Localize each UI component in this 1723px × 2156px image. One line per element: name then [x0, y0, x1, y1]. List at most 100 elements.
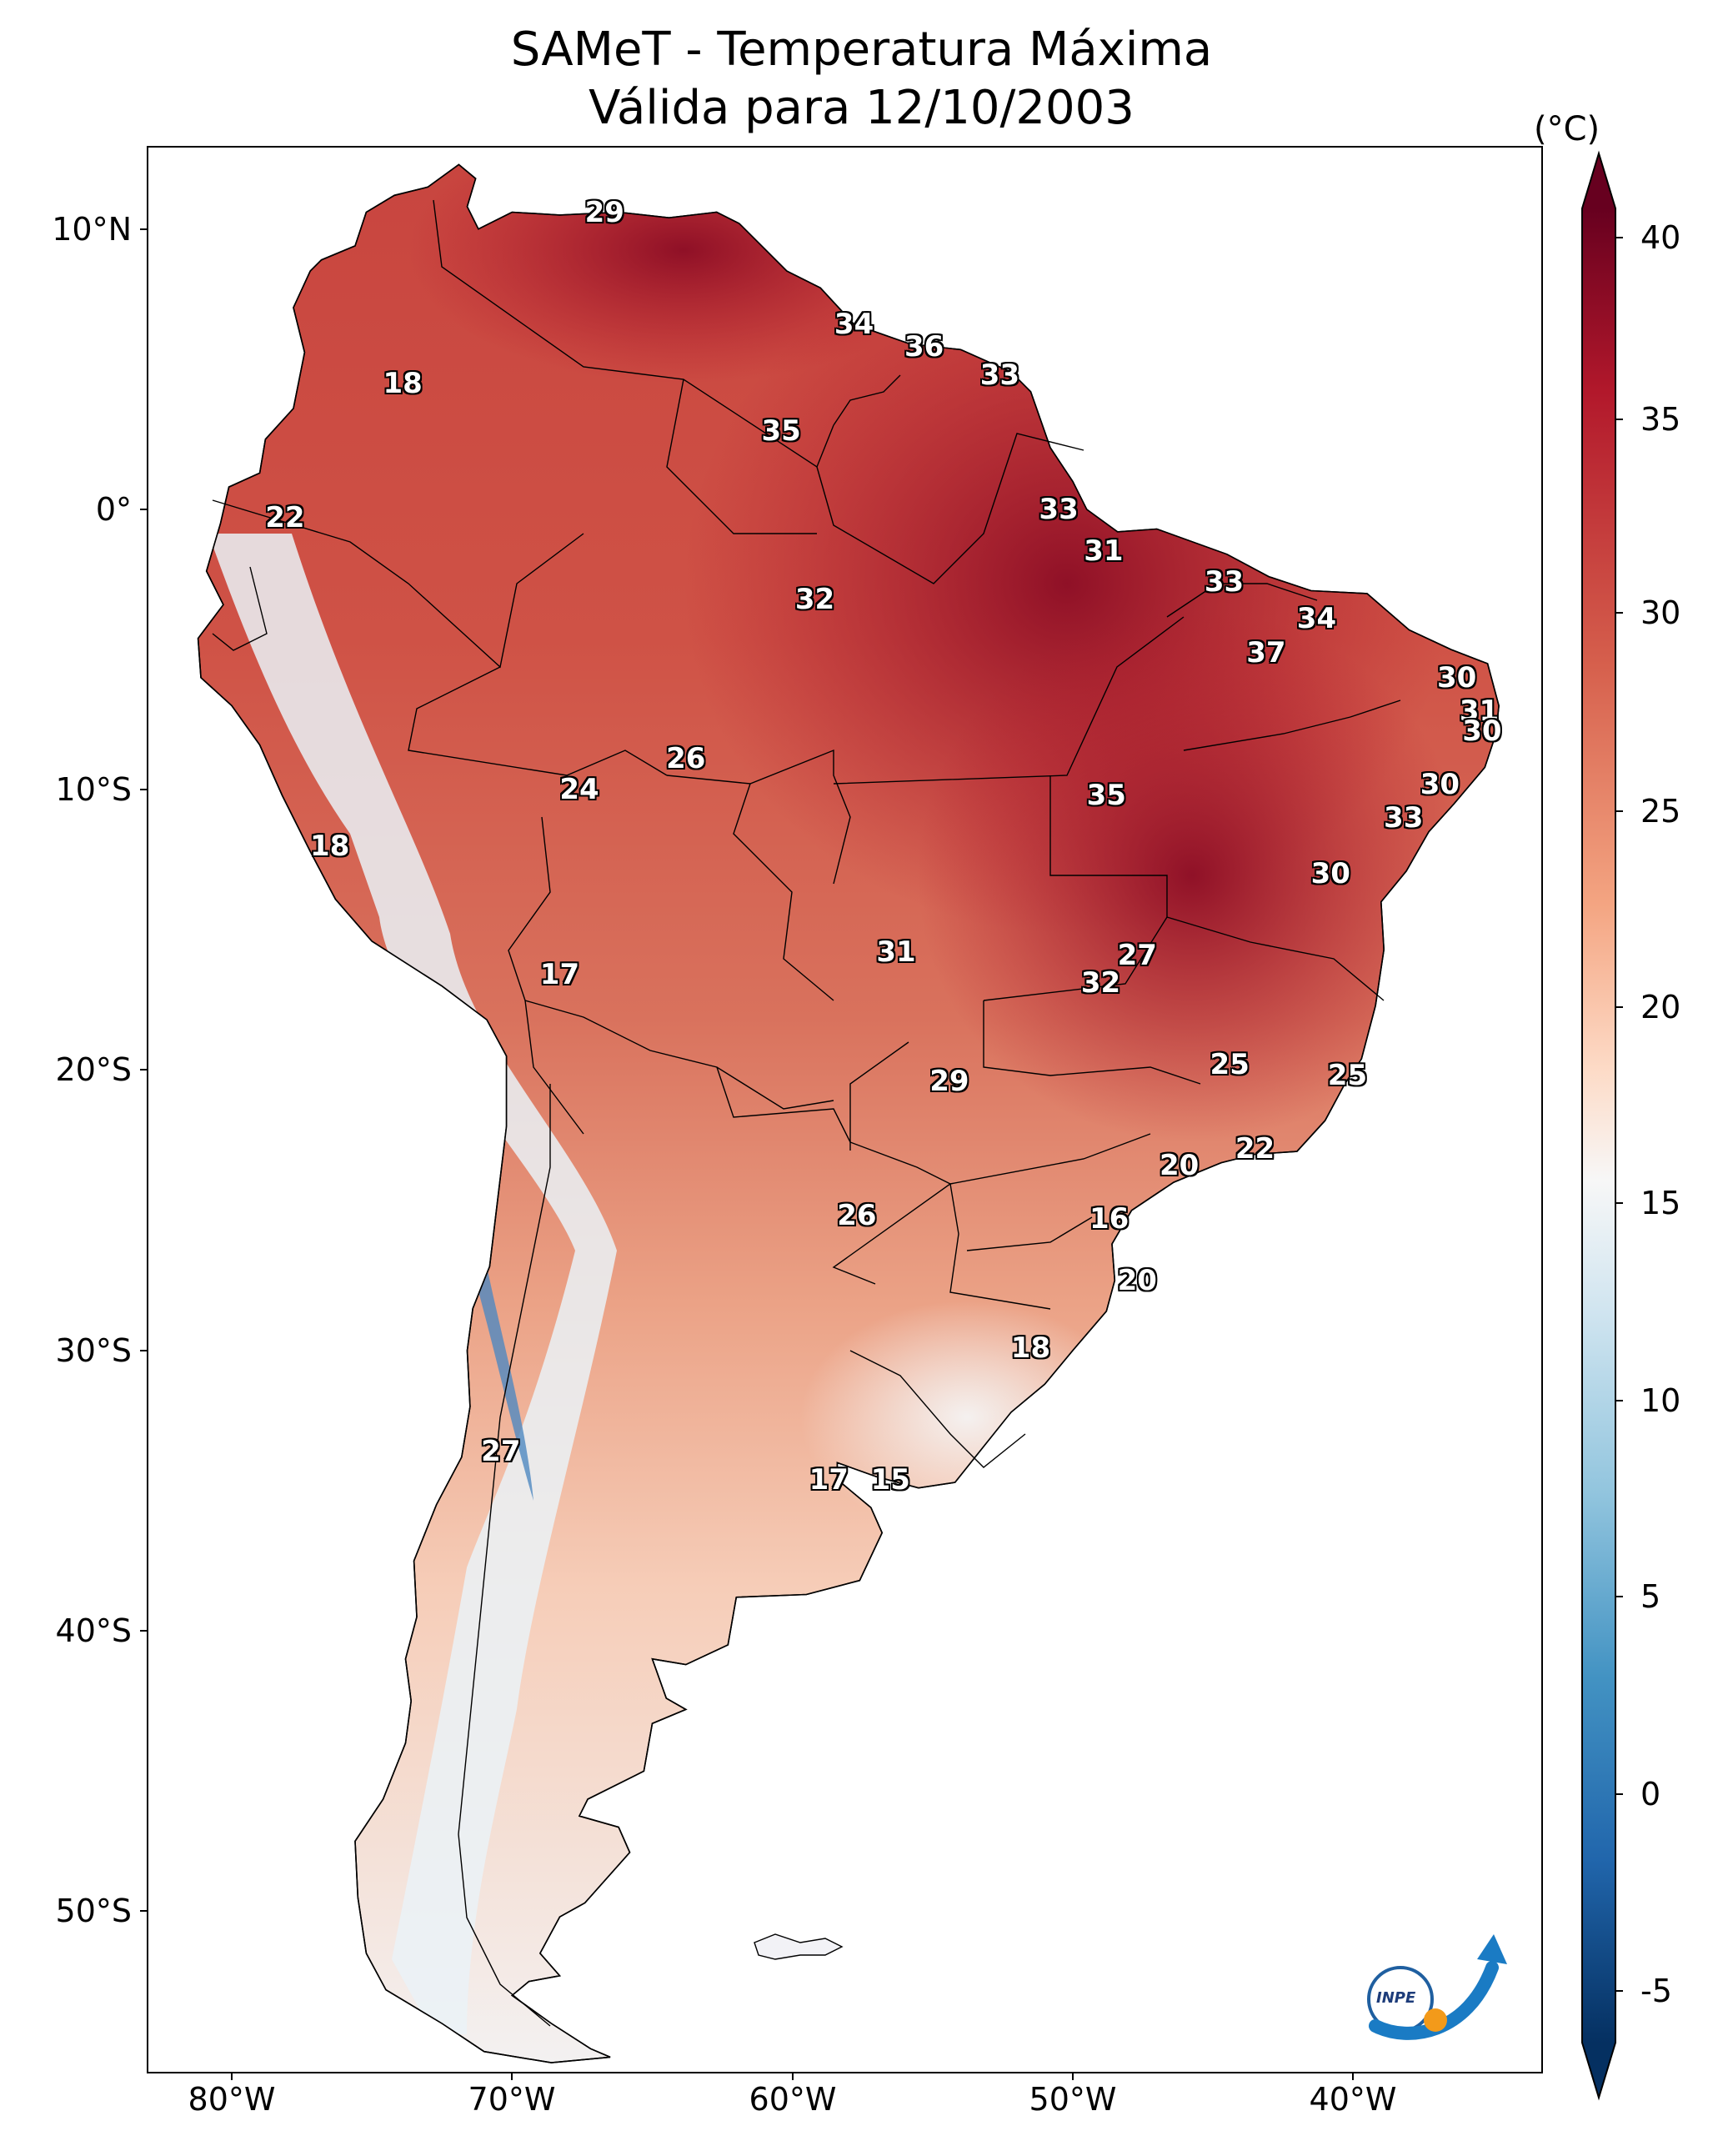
temperature-label: 22 [1235, 1131, 1275, 1166]
colorbar-tick-label: 5 [1640, 1578, 1661, 1615]
border-brazil-north [816, 433, 1084, 584]
lon-tick-label: 60°W [749, 2081, 837, 2118]
temperature-label: 24 [559, 773, 599, 807]
temperature-label: 27 [481, 1434, 521, 1468]
map-title: SAMeT - Temperatura Máxima [510, 23, 1213, 77]
temperature-label: 26 [666, 742, 706, 776]
lon-tick-label: 80°W [188, 2081, 276, 2118]
border-brazil-states-8 [966, 1216, 1093, 1251]
temperature-label: 26 [837, 1199, 877, 1233]
temperature-label: 17 [809, 1462, 849, 1497]
colorbar-tick-label: 0 [1640, 1776, 1661, 1813]
lat-tick-label: 40°S [55, 1612, 132, 1649]
border-suriname [833, 374, 901, 426]
temperature-label: 25 [1210, 1047, 1250, 1081]
border-paraguay [716, 1066, 952, 1285]
lat-tick-label: 20°S [55, 1051, 132, 1088]
temperature-label: 33 [1384, 800, 1424, 835]
hot-region-east [917, 609, 1467, 1142]
colorbar-tick-label: 25 [1640, 793, 1681, 830]
temperature-label: 27 [1117, 938, 1157, 972]
colorbar-outline [1581, 150, 1616, 2101]
temperature-label: 29 [929, 1065, 969, 1099]
temperature-label: 35 [761, 414, 801, 448]
lat-tick-label: 10°N [52, 211, 132, 248]
temperature-label: 30 [1462, 714, 1502, 748]
lon-tick-label: 70°W [468, 2081, 556, 2118]
colorbar-tick-label: 20 [1640, 989, 1681, 1025]
andes-cold-core [467, 1251, 533, 1501]
border-brazil-states-2 [983, 775, 1168, 1001]
temperature-label: 37 [1246, 635, 1286, 669]
temperature-label: 18 [1010, 1331, 1051, 1365]
colorbar-tick-label: 15 [1640, 1185, 1681, 1221]
border-bolivia-brazil [666, 749, 851, 885]
border-ecuador [212, 566, 268, 651]
colorbar-tick-label: 30 [1640, 594, 1681, 631]
temperature-label: 30 [1310, 857, 1350, 891]
border-guyana [666, 379, 817, 534]
lon-tick-label: 40°W [1309, 2081, 1397, 2118]
map-subtitle: Válida para 12/10/2003 [589, 81, 1134, 135]
lat-tick-label: 0° [95, 491, 132, 528]
temperature-label: 16 [1089, 1201, 1129, 1236]
temperature-label: 18 [310, 829, 350, 863]
inpe-logo [1367, 1934, 1507, 2040]
temperature-label: 22 [265, 501, 305, 535]
colorbar-tick-label: 40 [1640, 219, 1681, 256]
colorbar-tick-label: 10 [1640, 1382, 1681, 1419]
temperature-label: 36 [904, 329, 944, 364]
temperature-label: 31 [876, 935, 916, 970]
colorbar [1581, 150, 1623, 2101]
border-uruguay [849, 1350, 1026, 1468]
colorbar-unit: (°C) [1534, 110, 1600, 148]
colorbar-tick-label: -5 [1640, 1973, 1672, 2009]
border-peru-bolivia [508, 816, 834, 1110]
border-brazil-states-3 [1166, 583, 1318, 618]
temperature-label: 20 [1160, 1148, 1200, 1182]
temperature-label: 15 [870, 1462, 910, 1497]
colorbar-min-arrow [1582, 2043, 1615, 2098]
temperature-label: 31 [1084, 534, 1124, 569]
axis-ticks [140, 228, 1354, 2080]
border-colombia-peru [212, 499, 584, 669]
temperature-label: 18 [383, 366, 423, 400]
temperature-label: 34 [1296, 602, 1337, 636]
border-chile-argentina [458, 1084, 551, 2027]
border-brazil-states-6 [983, 1000, 1201, 1085]
colorbar-max-arrow [1582, 153, 1615, 208]
temperature-label: 17 [539, 958, 580, 992]
temperature-label: 32 [1080, 966, 1121, 1000]
temperature-label: 30 [1420, 767, 1460, 801]
temperature-label: 32 [794, 582, 835, 616]
temperature-label: 20 [1117, 1263, 1157, 1297]
temperature-label: 33 [1039, 493, 1079, 526]
lat-tick-label: 30°S [55, 1332, 132, 1369]
border-brazil-states-10 [733, 783, 834, 1001]
temperature-label: 30 [1436, 660, 1477, 694]
temperature-label: 33 [979, 358, 1020, 392]
temperature-label: 33 [1204, 565, 1245, 599]
falkland-islands [754, 1933, 844, 1960]
border-brazil-states-5 [1166, 916, 1385, 1001]
border-brazil-states-7 [949, 1133, 1151, 1185]
lat-tick-label: 10°S [55, 771, 132, 808]
border-colombia-venezuela [433, 199, 834, 469]
coastline [197, 163, 1500, 2063]
border-bolivia-chile [524, 1000, 584, 1135]
temperature-label: 29 [584, 195, 624, 229]
temperature-label: 35 [1086, 779, 1126, 813]
temperature-label: 31 [1459, 694, 1500, 729]
border-brazil-states-1 [833, 616, 1185, 785]
temperature-label: 25 [1327, 1059, 1368, 1093]
colorbar-tick-label: 35 [1640, 401, 1681, 438]
lon-tick-label: 50°W [1029, 2081, 1117, 2118]
border-peru-brazil [408, 666, 668, 776]
inpe-logo-text: INPE [1376, 1989, 1416, 2007]
colorbar-scale [1582, 208, 1615, 2043]
border-brazil-states-4 [1183, 699, 1401, 751]
border-argentina-brazil [949, 1183, 1051, 1310]
temperature-label: 34 [834, 308, 874, 342]
border-brazil-states-9 [849, 1041, 909, 1151]
